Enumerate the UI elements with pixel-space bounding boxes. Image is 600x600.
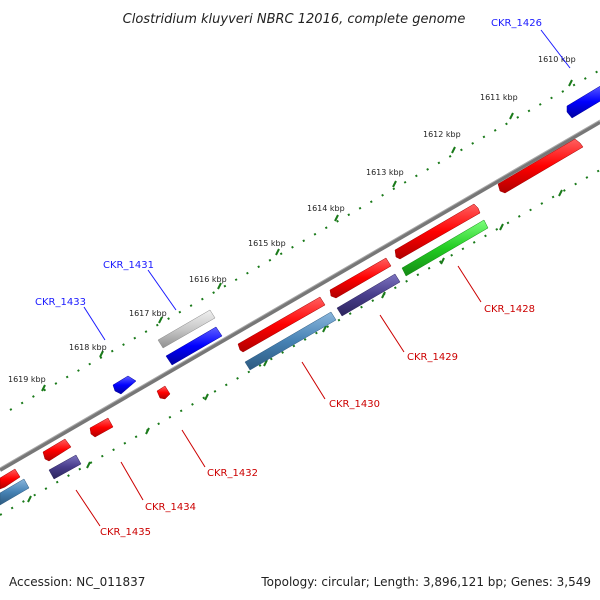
gene-ckr-1435-red[interactable] xyxy=(42,438,72,462)
outer-dotted-track xyxy=(9,69,600,411)
gene-ckr-1431-grey[interactable] xyxy=(157,309,216,349)
tick-label: 1613 kbp xyxy=(366,168,404,177)
gene-steel-left[interactable] xyxy=(0,478,30,506)
gene-label-ckr-1432: CKR_1432 xyxy=(207,468,258,479)
tick-label: 1614 kbp xyxy=(307,204,345,213)
gene-red-3[interactable] xyxy=(329,257,392,299)
tick-label: 1610 kbp xyxy=(538,55,576,64)
gene-red-1[interactable] xyxy=(497,138,584,194)
gene-red-left[interactable] xyxy=(0,468,21,490)
tick-label: 1611 kbp xyxy=(480,93,518,102)
gene-label-ckr-1429: CKR_1429 xyxy=(407,352,458,363)
gene-red-2[interactable] xyxy=(394,203,481,260)
gene-ckr-1434[interactable] xyxy=(89,417,114,438)
gene-ckr-1426[interactable] xyxy=(566,85,600,119)
tick-label: 1618 kbp xyxy=(69,343,107,352)
topology-text: Topology: circular; Length: 3,896,121 bp… xyxy=(260,575,591,589)
tick-label: 1616 kbp xyxy=(189,275,227,284)
genome-backbone xyxy=(0,120,600,472)
gene-ckr-1430-red[interactable] xyxy=(237,296,326,353)
diagram-title: Clostridium kluyveri NBRC 12016, complet… xyxy=(123,12,466,27)
ruler-ticks xyxy=(41,79,573,392)
gene-label-ckr-1431: CKR_1431 xyxy=(103,260,154,271)
gene-ckr-1432[interactable] xyxy=(156,385,171,400)
ruler-tick-labels: 1610 kbp 1611 kbp 1612 kbp 1613 kbp 1614… xyxy=(8,55,576,384)
inner-ticks xyxy=(27,189,563,503)
gene-label-ckr-1435: CKR_1435 xyxy=(100,527,151,538)
gene-ckr-1431[interactable] xyxy=(165,326,223,366)
gene-label-ckr-1428: CKR_1428 xyxy=(484,304,535,315)
gene-ckr-1430[interactable] xyxy=(244,311,337,371)
gene-label-ckr-1434: CKR_1434 xyxy=(145,502,196,513)
gene-ckr-1429[interactable] xyxy=(336,273,401,317)
gene-ckr-1433[interactable] xyxy=(112,375,137,395)
gene-ckr-1435[interactable] xyxy=(48,454,82,480)
gene-label-ckr-1426: CKR_1426 xyxy=(491,18,542,29)
tick-label: 1612 kbp xyxy=(423,130,461,139)
tick-label: 1615 kbp xyxy=(248,239,286,248)
accession-text: Accession: NC_011837 xyxy=(9,575,145,589)
gene-label-ckr-1430: CKR_1430 xyxy=(329,399,380,410)
callout-lines xyxy=(75,29,571,527)
gene-ckr-1428[interactable] xyxy=(401,219,489,277)
gene-label-ckr-1433: CKR_1433 xyxy=(35,297,86,308)
tick-label: 1619 kbp xyxy=(8,375,46,384)
tick-label: 1617 kbp xyxy=(129,309,167,318)
